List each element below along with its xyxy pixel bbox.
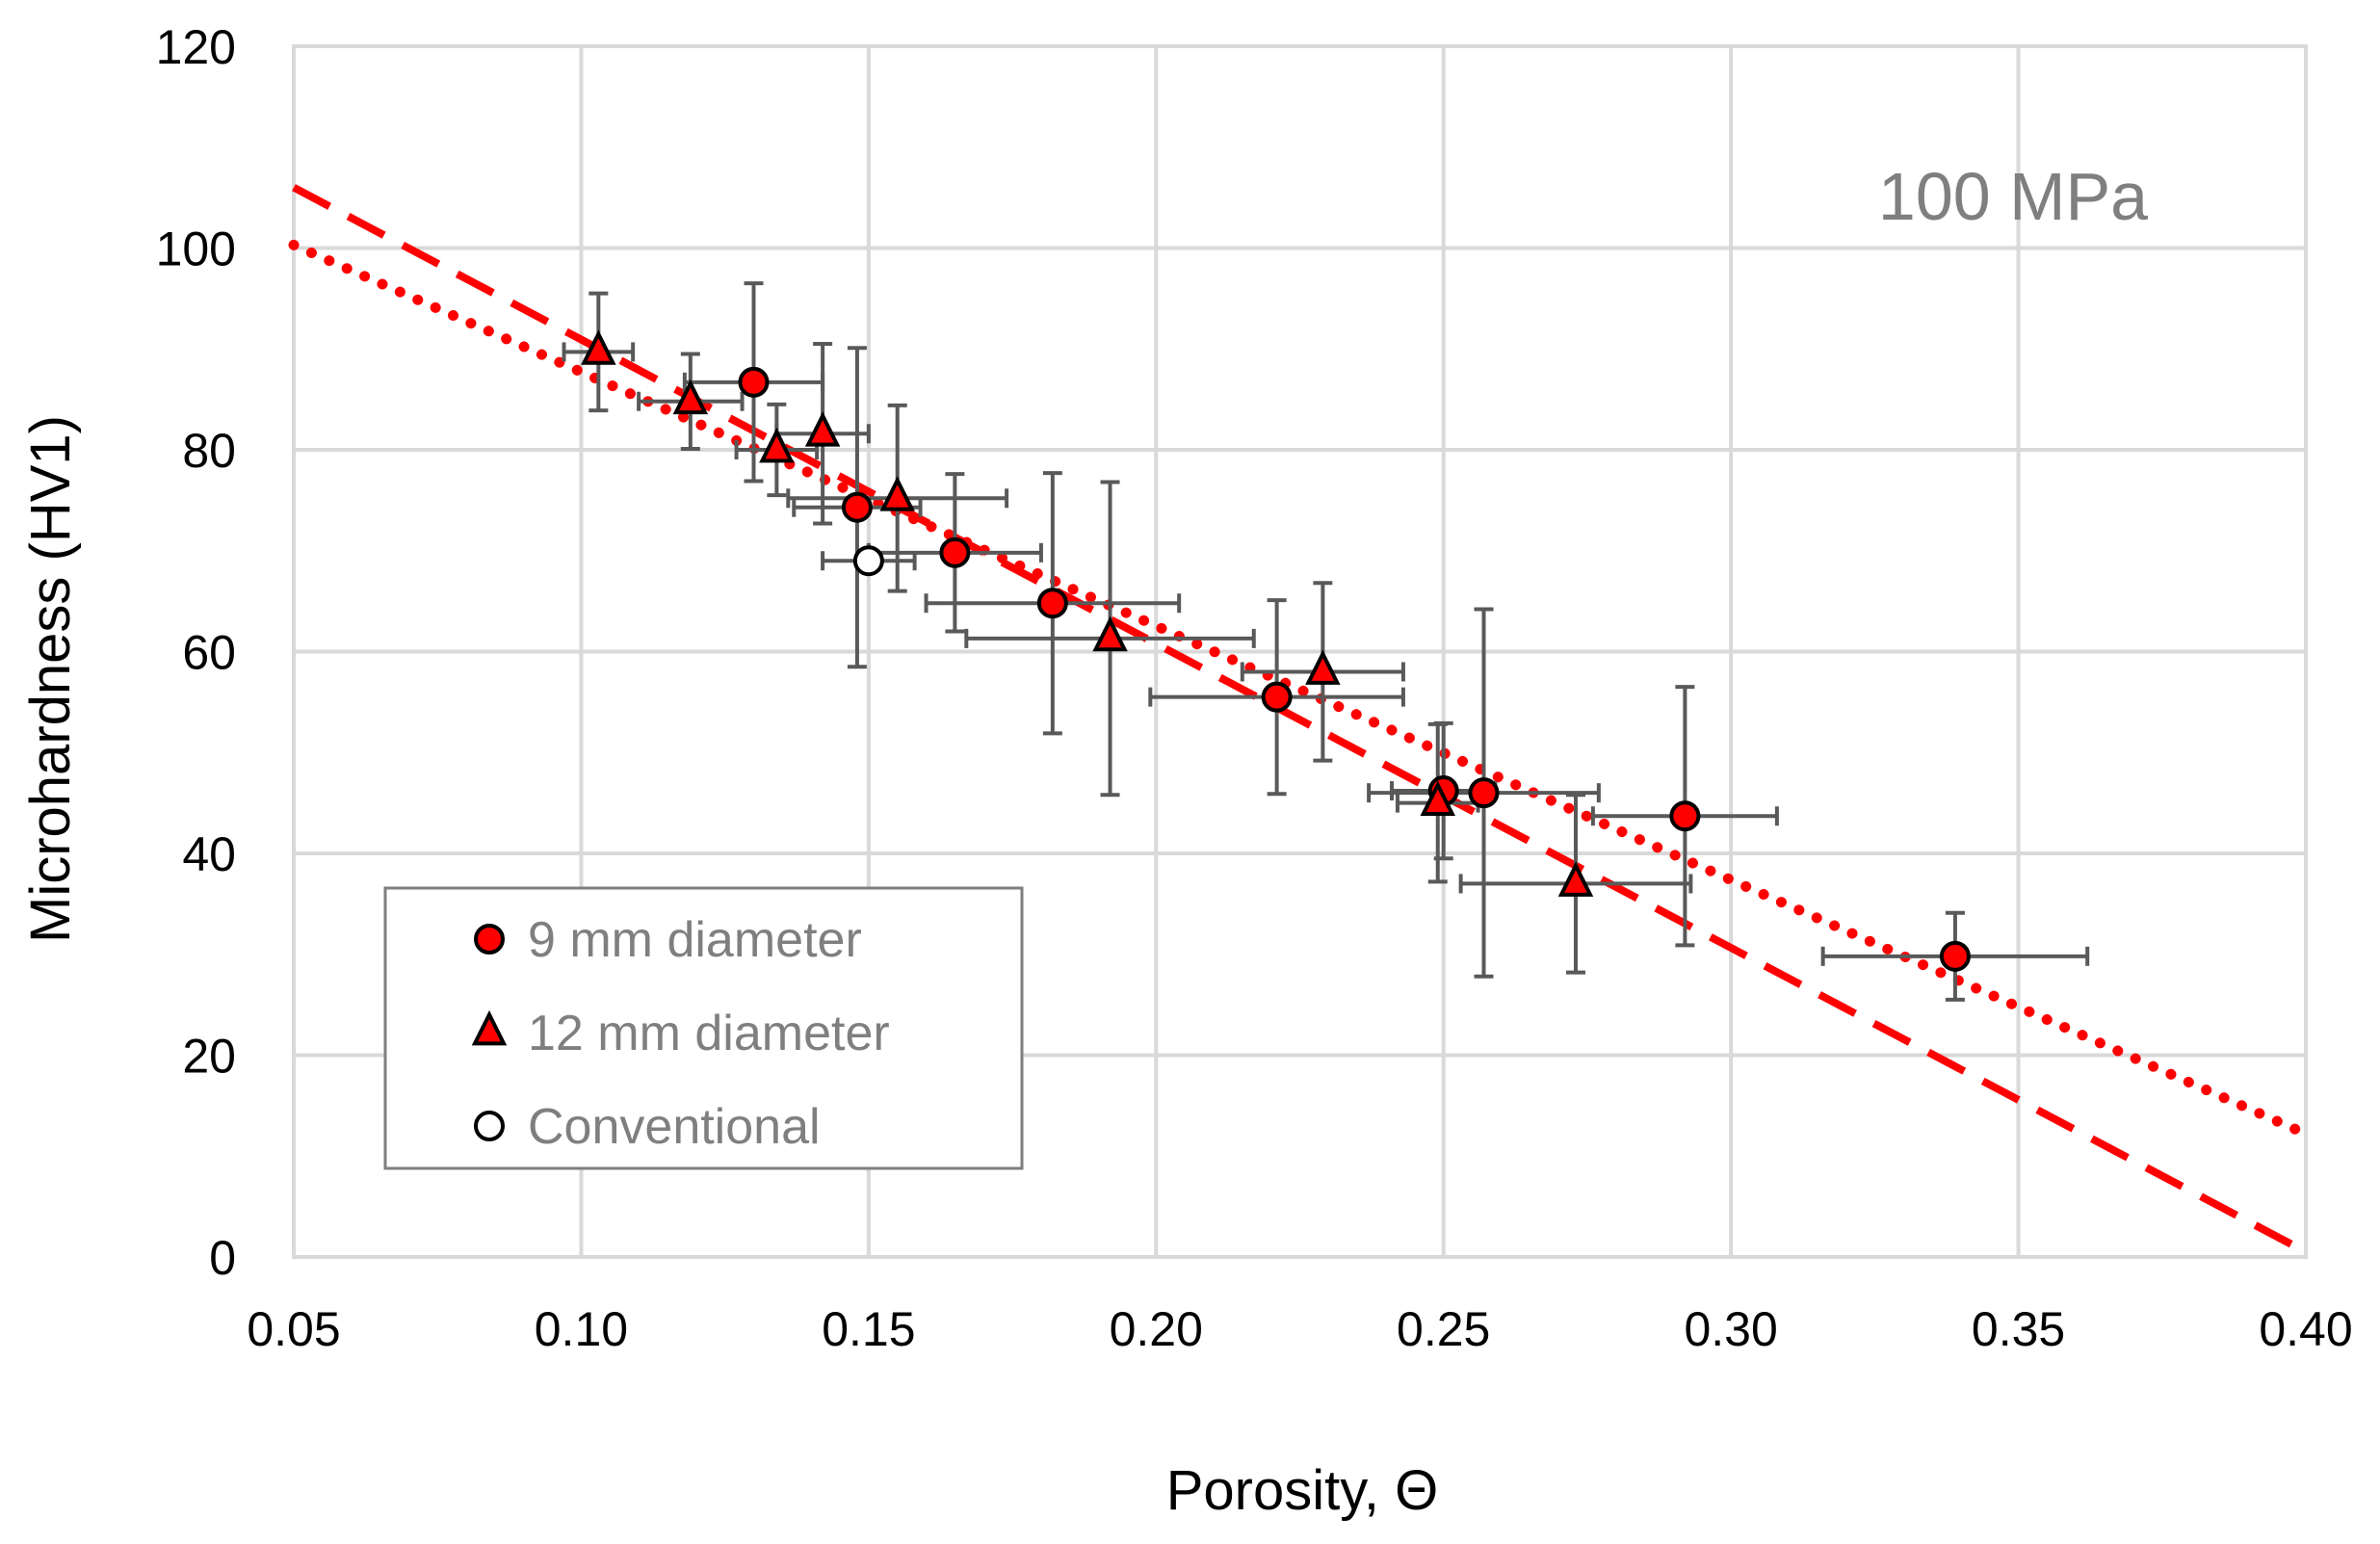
data-point-triangle [1305, 649, 1341, 685]
x-tick-label: 0.05 [247, 1302, 340, 1356]
y-tick-label: 20 [182, 1030, 236, 1084]
legend-marker-circle [474, 924, 505, 955]
y-tick-label: 80 [182, 424, 236, 478]
x-tick-label: 0.35 [1972, 1302, 2065, 1356]
trendline-dashed [292, 184, 2308, 1256]
y-tick-label: 60 [182, 626, 236, 680]
data-point-triangle [879, 476, 915, 511]
x-tick-label: 0.25 [1397, 1302, 1490, 1356]
x-tick-label: 0.10 [535, 1302, 628, 1356]
data-point-triangle [1092, 615, 1128, 652]
data-point-triangle [1420, 780, 1455, 817]
data-point-triangle [1557, 861, 1594, 897]
y-tick-label: 0 [209, 1231, 236, 1285]
legend-label: Conventional [528, 1099, 821, 1155]
x-tick-label: 0.30 [1684, 1302, 1777, 1356]
legend-marker-open-circle [474, 1111, 505, 1141]
data-point-triangle [804, 411, 841, 447]
y-tick-label: 100 [156, 222, 236, 276]
data-point-circle [738, 366, 770, 398]
data-point-circle [1036, 588, 1068, 619]
data-point-circle [939, 536, 971, 568]
legend-label: 9 mm diameter [528, 912, 862, 968]
data-point-triangle [759, 427, 795, 463]
data-point-circle [1261, 681, 1293, 713]
data-point-open-circle [852, 545, 884, 577]
chart-annotation: 100 MPa [1878, 159, 2148, 234]
legend-marker-triangle [471, 1009, 508, 1046]
data-point-circle [1939, 940, 1971, 972]
legend-label: 12 mm diameter [528, 1006, 890, 1061]
data-point-circle [841, 491, 873, 523]
x-tick-label: 0.15 [822, 1302, 915, 1356]
data-point-circle [1468, 777, 1500, 809]
x-tick-label: 0.20 [1110, 1302, 1203, 1356]
data-point-circle [1669, 800, 1701, 832]
trendline-dotted [288, 239, 2312, 1139]
y-tick-label: 40 [182, 827, 236, 881]
x-tick-label: 0.40 [2259, 1302, 2352, 1356]
data-point-triangle [672, 379, 709, 415]
y-tick-label: 120 [156, 20, 236, 74]
x-axis-title: Porosity, Θ [1166, 1459, 1439, 1522]
legend: 9 mm diameter 12 mm diameter Conventional [383, 886, 1024, 1170]
data-point-triangle [581, 329, 616, 365]
y-axis-title: Microhardness (HV1) [19, 415, 82, 943]
